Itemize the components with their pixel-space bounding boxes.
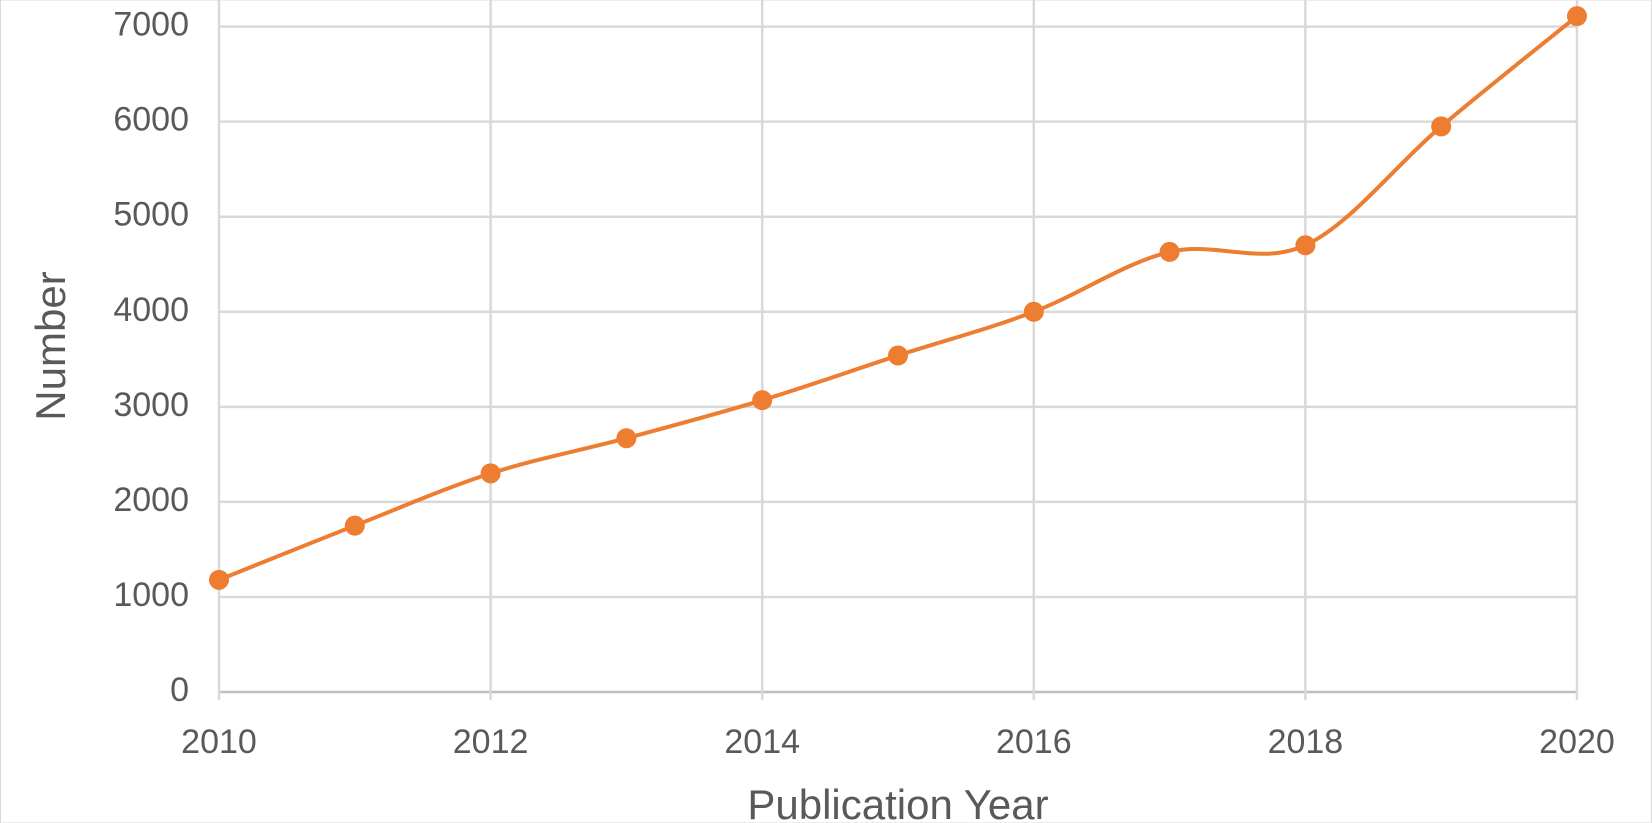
data-point [1295, 235, 1316, 256]
data-point [888, 345, 908, 366]
data-point [1567, 6, 1587, 27]
data-point [752, 390, 773, 411]
data-point [1023, 301, 1044, 322]
y-tick-label: 5000 [113, 196, 189, 234]
x-tick-label: 2012 [453, 723, 529, 761]
x-tick-label: 2020 [1539, 723, 1615, 761]
data-point [1431, 116, 1452, 137]
y-tick-label: 1000 [113, 576, 189, 614]
data-point [1159, 241, 1180, 262]
data-point [616, 428, 637, 449]
x-tick-label: 2018 [1268, 723, 1344, 761]
series-line [218, 14, 1579, 582]
data-point [480, 463, 501, 484]
x-axis-title: Publication Year [747, 781, 1048, 823]
data-point [344, 515, 365, 536]
y-tick-label: 2000 [113, 481, 189, 519]
y-tick-label: 7000 [113, 6, 189, 44]
y-tick-label: 4000 [113, 291, 189, 329]
x-tick-label: 2016 [996, 723, 1072, 761]
y-tick-label: 0 [170, 671, 189, 709]
y-axis-title: Number [27, 271, 74, 420]
data-point [209, 569, 229, 590]
y-tick-label: 6000 [113, 101, 189, 139]
y-tick-label: 3000 [113, 386, 189, 424]
x-tick-label: 2014 [724, 723, 800, 761]
x-tick-label: 2010 [181, 723, 257, 761]
